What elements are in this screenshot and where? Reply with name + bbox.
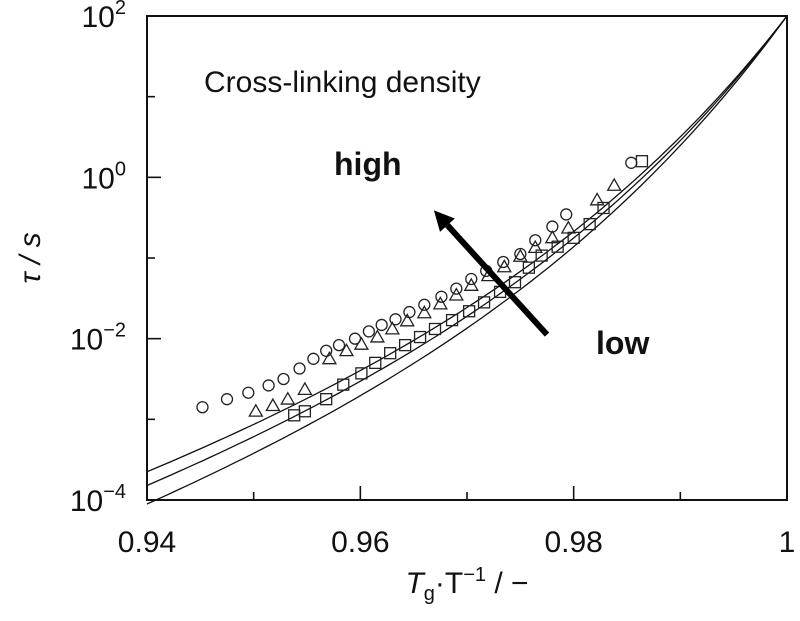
marker-circle bbox=[465, 272, 478, 286]
marker-circle bbox=[529, 234, 542, 247]
marker-triangle bbox=[248, 403, 264, 417]
y-tick-base: 10 bbox=[70, 324, 103, 357]
marker-square bbox=[477, 296, 491, 309]
density-arrow bbox=[433, 210, 550, 337]
y-tick-base: 10 bbox=[82, 162, 115, 195]
marker-circle bbox=[418, 298, 431, 311]
data-markers bbox=[196, 155, 649, 422]
marker-triangle bbox=[280, 391, 296, 405]
marker-circle bbox=[375, 318, 388, 332]
marker-square bbox=[298, 405, 312, 418]
marker-circle bbox=[560, 208, 573, 221]
y-tick-base: 10 bbox=[70, 485, 103, 518]
marker-triangle bbox=[353, 336, 370, 350]
y-axis-title: τ / s bbox=[14, 232, 47, 283]
marker-square bbox=[535, 249, 548, 262]
x-axis-title-sup: −1 bbox=[463, 564, 486, 586]
marker-square bbox=[583, 217, 596, 231]
high-label: high bbox=[334, 146, 402, 182]
x-tick-label: 0.94 bbox=[118, 526, 176, 559]
y-tick-exponent: 2 bbox=[115, 0, 126, 19]
marker-square bbox=[337, 378, 350, 391]
marker-triangle bbox=[432, 296, 448, 310]
x-tick-label: 0.98 bbox=[544, 526, 602, 559]
x-axis-title-tail: / − bbox=[486, 567, 529, 600]
marker-triangle bbox=[321, 351, 338, 365]
marker-square bbox=[508, 276, 522, 289]
marker-square bbox=[462, 305, 476, 318]
marker-square bbox=[445, 313, 459, 327]
y-tick-label: 10−4 bbox=[70, 481, 126, 518]
marker-square bbox=[597, 201, 610, 215]
y-tick-exponent: 0 bbox=[115, 158, 126, 180]
marker-triangle bbox=[606, 177, 622, 191]
x-tick-labels: 0.94 0.96 0.98 1 bbox=[118, 526, 796, 559]
marker-circle bbox=[625, 156, 638, 169]
marker-circle bbox=[332, 338, 346, 352]
marker-triangle bbox=[448, 287, 464, 301]
x-axis-title-sub: g bbox=[424, 583, 435, 605]
plot-frame bbox=[146, 15, 788, 501]
marker-triangle bbox=[369, 329, 386, 343]
marker-circle bbox=[450, 282, 463, 295]
marker-circle bbox=[220, 393, 234, 406]
marker-square bbox=[635, 155, 649, 168]
marker-circle bbox=[277, 372, 290, 386]
y-tick-label: 100 bbox=[82, 158, 127, 195]
x-axis-title-main: T bbox=[405, 567, 426, 600]
marker-triangle bbox=[496, 259, 512, 273]
y-axis-title-text: τ / s bbox=[14, 232, 47, 283]
marker-square bbox=[413, 330, 427, 344]
marker-square bbox=[428, 322, 442, 336]
low-label: low bbox=[596, 325, 649, 361]
marker-square bbox=[398, 338, 412, 352]
marker-square bbox=[551, 240, 564, 253]
y-tick-exponent: −4 bbox=[103, 481, 126, 503]
marker-triangle bbox=[265, 397, 281, 412]
marker-square bbox=[384, 347, 397, 360]
y-tick-base: 10 bbox=[82, 1, 115, 34]
arrow-head bbox=[433, 210, 455, 232]
marker-circle bbox=[514, 247, 527, 261]
marker-triangle bbox=[527, 239, 543, 254]
marker-triangle bbox=[589, 192, 605, 206]
marker-triangle bbox=[338, 342, 355, 357]
marker-triangle bbox=[416, 305, 432, 319]
marker-circle bbox=[320, 344, 333, 357]
x-axis-title-mid: ·T bbox=[435, 567, 463, 600]
fit-curve-low bbox=[146, 15, 788, 505]
marker-circle bbox=[307, 352, 320, 365]
legend-title: Cross-linking density bbox=[204, 66, 481, 99]
marker-triangle bbox=[384, 321, 400, 335]
x-tick-label: 1 bbox=[779, 526, 796, 559]
marker-circle bbox=[242, 386, 255, 399]
marker-circle bbox=[196, 401, 209, 414]
marker-triangle bbox=[297, 381, 313, 396]
y-tick-label: 102 bbox=[82, 0, 127, 34]
marker-circle bbox=[262, 379, 275, 392]
marker-triangle bbox=[399, 313, 415, 327]
marker-circle bbox=[362, 325, 376, 338]
marker-square bbox=[320, 393, 333, 406]
marker-circle bbox=[389, 313, 402, 326]
marker-triangle bbox=[463, 277, 479, 291]
y-tick-label: 10−2 bbox=[70, 320, 126, 357]
x-axis-title: Tg·T−1 / − bbox=[405, 564, 528, 605]
fit-curve-high bbox=[146, 15, 788, 473]
marker-square bbox=[369, 356, 382, 370]
marker-square bbox=[355, 367, 368, 380]
marker-circle bbox=[403, 305, 416, 319]
marker-square bbox=[567, 231, 580, 244]
marker-circle bbox=[293, 362, 306, 375]
marker-square bbox=[522, 261, 536, 274]
marker-triangle bbox=[512, 248, 528, 262]
marker-circle bbox=[497, 255, 510, 269]
marker-circle bbox=[435, 290, 448, 303]
y-tick-exponent: −2 bbox=[103, 320, 126, 342]
x-tick-label: 0.96 bbox=[331, 526, 389, 559]
arrow-shaft bbox=[445, 223, 550, 337]
